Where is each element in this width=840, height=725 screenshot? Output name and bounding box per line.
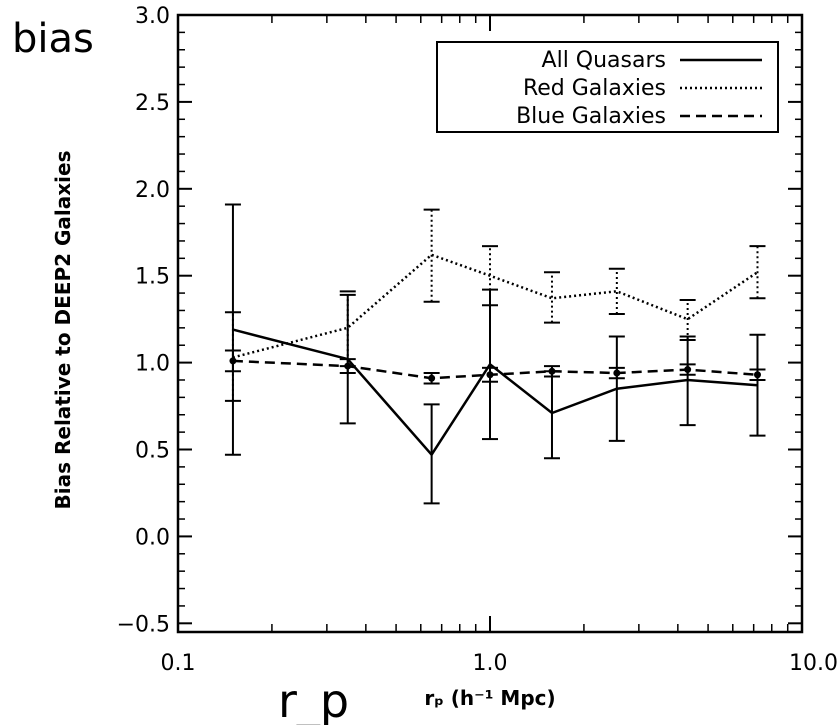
data-point-blue-galaxies (613, 369, 621, 377)
y-tick-label: 2.0 (135, 178, 170, 203)
legend-label-blue-galaxies: Blue Galaxies (516, 104, 666, 129)
y-tick-label: 3.0 (135, 4, 170, 29)
x-tick-label: 0.1 (161, 651, 196, 676)
overlay-rp-label: r_p (278, 674, 349, 725)
legend-label-all-quasars: All Quasars (542, 48, 666, 73)
legend-label-red-galaxies: Red Galaxies (523, 76, 666, 101)
x-tick-label: 1.0 (473, 651, 508, 676)
y-tick-label: 0.5 (135, 439, 170, 464)
legend: All Quasars Red Galaxies Blue Galaxies (436, 41, 779, 133)
axis-ticks (177, 14, 803, 632)
y-axis-label: Bias Relative to DEEP2 Galaxies (51, 151, 75, 510)
y-tick-label: 2.5 (135, 91, 170, 116)
overlay-bias-label: bias (12, 16, 94, 62)
data-point-blue-galaxies (344, 362, 352, 370)
series-line-blue-galaxies (232, 359, 758, 380)
series-layer (224, 203, 766, 505)
data-point-blue-galaxies (753, 371, 761, 379)
x-tick-label: 10.0 (789, 651, 838, 676)
x-axis-label: rₚ (h⁻¹ Mpc) (424, 686, 555, 710)
series-line-red-galaxies (232, 253, 759, 359)
data-point-blue-galaxies (548, 367, 556, 375)
y-tick-label: −0.5 (117, 612, 170, 637)
axis-tick-labels: −0.5 0.0 0.5 1.0 1.5 2.0 2.5 3.0 0.1 1.0 10.0 (117, 4, 838, 676)
data-point-blue-galaxies (229, 357, 237, 365)
y-tick-label: 1.5 (135, 265, 170, 290)
data-point-blue-galaxies (684, 366, 692, 374)
data-point-blue-galaxies (428, 374, 436, 382)
data-point-blue-galaxies (486, 371, 494, 379)
series-line-all-quasars (232, 328, 758, 457)
y-tick-label: 0.0 (135, 525, 170, 550)
y-tick-label: 1.0 (135, 352, 170, 377)
